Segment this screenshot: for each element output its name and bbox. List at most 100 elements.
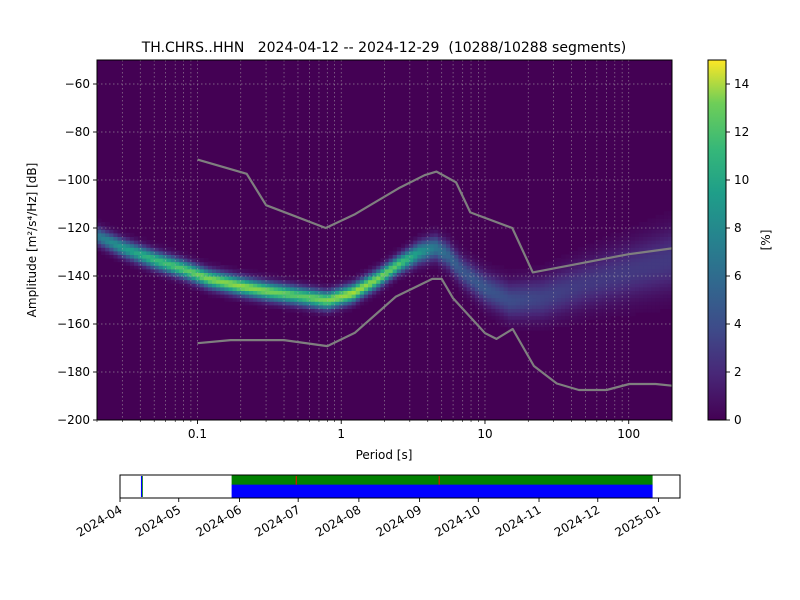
heatmap-cell: [454, 276, 460, 281]
heatmap-cell: [454, 279, 460, 284]
heatmap-cell: [121, 261, 127, 266]
heatmap-cell: [651, 294, 657, 299]
heatmap-cell: [630, 247, 636, 252]
heatmap-cell: [635, 247, 640, 252]
heatmap-cell: [470, 294, 476, 299]
heatmap-cell: [183, 258, 188, 263]
heatmap-cell: [392, 250, 398, 255]
heatmap-cell: [544, 301, 550, 306]
heatmap-cell: [524, 279, 529, 284]
heatmap-cell: [585, 250, 591, 255]
heatmap-cell: [667, 290, 672, 295]
heatmap-cell: [429, 243, 435, 248]
heatmap-cell: [187, 258, 193, 263]
heatmap-cell: [593, 261, 599, 266]
heatmap-cell: [339, 297, 345, 302]
heatmap-cell: [573, 283, 579, 288]
heatmap-cell: [614, 261, 620, 266]
heatmap-cell: [232, 272, 238, 277]
heatmap-cell: [142, 261, 147, 266]
heatmap-cell: [331, 294, 336, 299]
heatmap-cell: [606, 315, 611, 320]
heatmap-cell: [540, 272, 546, 277]
heatmap-cell: [573, 254, 579, 259]
heatmap-cell: [635, 272, 640, 277]
heatmap-cell: [306, 286, 312, 291]
heatmap-cell: [569, 301, 575, 306]
heatmap-cell: [639, 222, 644, 227]
heatmap-cell: [622, 232, 628, 237]
heatmap-cell: [602, 304, 607, 309]
heatmap-cell: [589, 286, 595, 291]
heatmap-cell: [232, 265, 238, 270]
heatmap-cell: [376, 268, 381, 273]
heatmap-cell: [618, 243, 624, 248]
heatmap-cell: [557, 258, 562, 263]
heatmap-cell: [450, 265, 455, 270]
heatmap-cell: [265, 304, 271, 309]
heatmap-cell: [236, 297, 242, 302]
heatmap-cell: [138, 243, 143, 248]
heatmap-cell: [417, 247, 423, 252]
heatmap-cell: [585, 258, 591, 263]
heatmap-cell: [667, 236, 672, 241]
heatmap-cell: [626, 272, 632, 277]
heatmap-cell: [339, 304, 345, 309]
heatmap-cell: [573, 279, 579, 284]
heatmap-cell: [491, 304, 496, 309]
heatmap-cell: [269, 279, 275, 284]
heatmap-cell: [101, 222, 106, 227]
heatmap-cell: [314, 297, 320, 302]
heatmap-cell: [240, 297, 246, 302]
heatmap-cell: [470, 268, 476, 273]
heatmap-cell: [503, 268, 509, 273]
heatmap-cell: [409, 250, 414, 255]
heatmap-cell: [269, 290, 275, 295]
heatmap-cell: [581, 304, 587, 309]
heatmap-cell: [548, 301, 554, 306]
heatmap-cell: [532, 319, 538, 324]
heatmap-cell: [515, 286, 521, 291]
heatmap-cell: [429, 229, 435, 234]
heatmap-cell: [170, 250, 176, 255]
timeline-tick-label: 2024-08: [313, 502, 363, 539]
heatmap-cell: [207, 261, 213, 266]
heatmap-cell: [253, 268, 258, 273]
heatmap-cell: [655, 301, 661, 306]
heatmap-cell: [544, 290, 550, 295]
heatmap-cell: [491, 315, 496, 320]
heatmap-cell: [651, 272, 657, 277]
heatmap-cell: [544, 322, 550, 327]
heatmap-cell: [589, 243, 595, 248]
heatmap-cell: [442, 240, 447, 245]
heatmap-cell: [647, 294, 653, 299]
heatmap-cell: [212, 265, 217, 270]
heatmap-cell: [561, 268, 566, 273]
heatmap-cell: [478, 276, 484, 281]
heatmap-cell: [179, 250, 184, 255]
heatmap-cell: [639, 268, 644, 273]
heatmap-cell: [647, 247, 653, 252]
heatmap-cell: [368, 297, 373, 302]
heatmap-cell: [244, 297, 250, 302]
heatmap-cell: [643, 279, 648, 284]
heatmap-cell: [384, 286, 390, 291]
heatmap-cell: [487, 276, 492, 281]
heatmap-cell: [285, 297, 291, 302]
heatmap-cell: [647, 265, 653, 270]
heatmap-cell: [343, 304, 349, 309]
heatmap-cell: [655, 279, 661, 284]
heatmap-cell: [507, 290, 513, 295]
heatmap-cell: [659, 218, 665, 223]
heatmap-cell: [643, 258, 648, 263]
heatmap-cell: [651, 240, 657, 245]
heatmap-cell: [298, 301, 303, 306]
heatmap-cell: [544, 319, 550, 324]
heatmap-cell: [487, 261, 492, 266]
heatmap-cell: [532, 326, 538, 331]
heatmap-cell: [474, 261, 480, 266]
heatmap-cell: [528, 279, 533, 284]
heatmap-cell: [405, 247, 410, 252]
heatmap-cell: [643, 236, 648, 241]
heatmap-cell: [458, 250, 464, 255]
